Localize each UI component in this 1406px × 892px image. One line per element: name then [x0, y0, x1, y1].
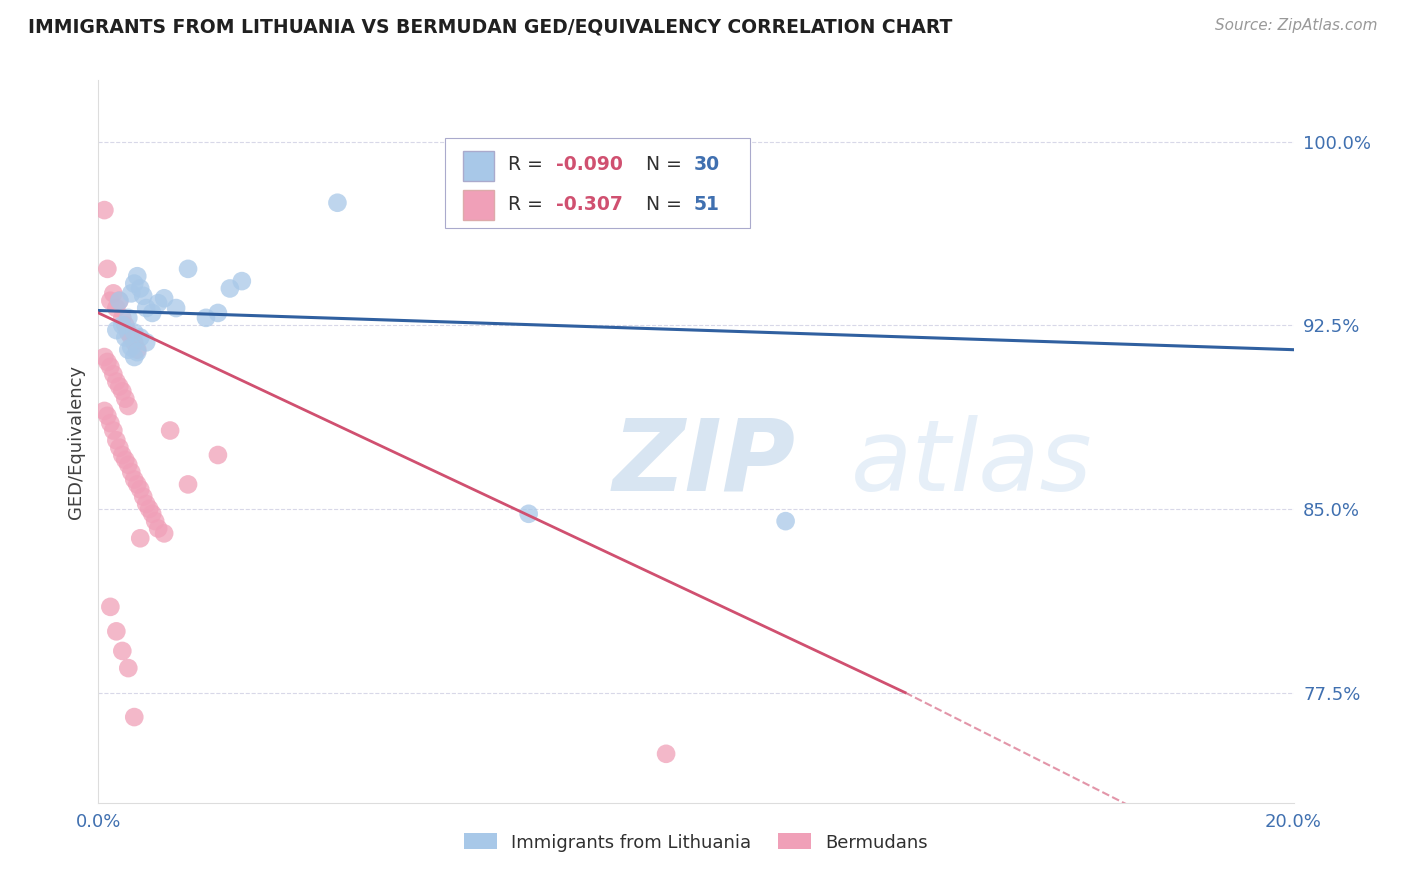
- Point: [96, 355, 118, 369]
- Point: [114, 318, 136, 333]
- Point: [103, 367, 125, 381]
- Point: [153, 526, 176, 541]
- Point: [111, 384, 134, 399]
- Point: [108, 441, 131, 455]
- Point: [177, 261, 200, 276]
- Point: [111, 448, 134, 462]
- Point: [775, 514, 797, 528]
- Point: [103, 424, 125, 438]
- Y-axis label: GED/Equivalency: GED/Equivalency: [66, 365, 84, 518]
- Point: [127, 343, 149, 357]
- Point: [111, 310, 134, 325]
- FancyBboxPatch shape: [446, 138, 749, 228]
- Point: [98, 416, 122, 430]
- Point: [135, 301, 157, 315]
- Point: [141, 306, 163, 320]
- FancyBboxPatch shape: [463, 151, 494, 181]
- Text: N =: N =: [645, 155, 688, 175]
- Text: 51: 51: [693, 194, 720, 213]
- Point: [129, 531, 152, 545]
- Point: [177, 477, 200, 491]
- Text: atlas: atlas: [852, 415, 1092, 512]
- Point: [124, 350, 146, 364]
- Point: [138, 502, 160, 516]
- Point: [114, 330, 136, 344]
- Point: [96, 261, 118, 276]
- Point: [120, 465, 142, 479]
- Point: [143, 514, 166, 528]
- Point: [117, 326, 139, 340]
- Point: [159, 424, 181, 438]
- Point: [108, 293, 131, 308]
- Point: [108, 379, 131, 393]
- Point: [105, 434, 128, 448]
- Point: [132, 289, 155, 303]
- Point: [135, 497, 157, 511]
- Point: [105, 375, 128, 389]
- Point: [108, 293, 131, 308]
- Point: [120, 286, 142, 301]
- Point: [326, 195, 349, 210]
- Point: [195, 310, 218, 325]
- Point: [153, 291, 176, 305]
- Point: [117, 343, 139, 357]
- Point: [114, 453, 136, 467]
- Text: R =: R =: [509, 155, 550, 175]
- Point: [219, 281, 242, 295]
- Point: [111, 318, 134, 333]
- Point: [141, 507, 163, 521]
- Point: [124, 710, 146, 724]
- Point: [129, 330, 152, 344]
- Point: [231, 274, 253, 288]
- Point: [93, 350, 115, 364]
- Point: [105, 301, 128, 315]
- Point: [148, 521, 170, 535]
- Point: [127, 269, 149, 284]
- Point: [165, 301, 187, 315]
- Point: [148, 296, 170, 310]
- Point: [96, 409, 118, 423]
- Text: -0.090: -0.090: [557, 155, 623, 175]
- Text: -0.307: -0.307: [557, 194, 623, 213]
- Point: [111, 644, 134, 658]
- Text: N =: N =: [645, 194, 688, 213]
- Point: [98, 599, 122, 614]
- Point: [105, 323, 128, 337]
- Point: [120, 330, 142, 344]
- Point: [124, 326, 146, 340]
- Point: [127, 345, 149, 359]
- Point: [117, 310, 139, 325]
- Point: [98, 293, 122, 308]
- Text: R =: R =: [509, 194, 550, 213]
- Point: [132, 490, 155, 504]
- Point: [103, 286, 125, 301]
- Point: [127, 477, 149, 491]
- Point: [117, 661, 139, 675]
- Point: [517, 507, 540, 521]
- Point: [135, 335, 157, 350]
- Text: 30: 30: [693, 155, 720, 175]
- Point: [129, 281, 152, 295]
- Point: [117, 458, 139, 472]
- Point: [124, 277, 146, 291]
- Legend: Immigrants from Lithuania, Bermudans: Immigrants from Lithuania, Bermudans: [457, 826, 935, 859]
- Point: [655, 747, 678, 761]
- Point: [124, 473, 146, 487]
- Text: ZIP: ZIP: [613, 415, 796, 512]
- FancyBboxPatch shape: [463, 190, 494, 220]
- Text: IMMIGRANTS FROM LITHUANIA VS BERMUDAN GED/EQUIVALENCY CORRELATION CHART: IMMIGRANTS FROM LITHUANIA VS BERMUDAN GE…: [28, 18, 952, 37]
- Point: [120, 340, 142, 354]
- Point: [207, 306, 229, 320]
- Point: [93, 203, 115, 218]
- Point: [105, 624, 128, 639]
- Point: [98, 359, 122, 374]
- Text: Source: ZipAtlas.com: Source: ZipAtlas.com: [1215, 18, 1378, 33]
- Point: [114, 392, 136, 406]
- Point: [93, 404, 115, 418]
- Point: [124, 335, 146, 350]
- Point: [129, 483, 152, 497]
- Point: [207, 448, 229, 462]
- Point: [117, 399, 139, 413]
